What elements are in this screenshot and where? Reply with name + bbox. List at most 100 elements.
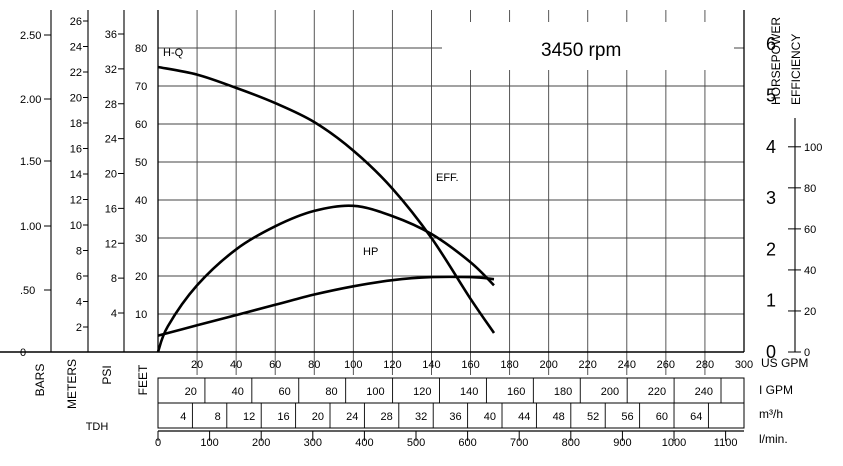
- series-label-eff: EFF.: [436, 172, 459, 184]
- psi-tick-label: 32: [105, 64, 117, 76]
- bars-tick-label: 1.00: [20, 221, 41, 233]
- bars-axis-label: BARS: [33, 364, 47, 397]
- lmin-tick-label: 1000: [662, 437, 686, 449]
- igpm-axis-label: I GPM: [759, 383, 793, 397]
- m3h-tick-label: 8: [215, 411, 221, 423]
- x-axis-label: US GPM: [761, 356, 808, 370]
- efficiency-tick-label: 100: [804, 142, 822, 154]
- lmin-tick-label: 400: [355, 437, 373, 449]
- m3h-tick-label: 64: [690, 411, 702, 423]
- lmin-tick-label: 0: [155, 437, 161, 449]
- feet-tick-label: 30: [135, 233, 147, 245]
- us-gpm-tick-label: 160: [461, 359, 479, 371]
- lmin-tick-label: 200: [252, 437, 270, 449]
- horsepower-tick-label: 2: [766, 239, 776, 259]
- feet-tick-label: 50: [135, 157, 147, 169]
- meters-tick-label: 20: [70, 93, 82, 105]
- us-gpm-tick-label: 200: [539, 359, 557, 371]
- us-gpm-tick-label: 80: [308, 359, 320, 371]
- efficiency-curve: [157, 275, 495, 337]
- efficiency-tick-label: 80: [804, 183, 816, 195]
- efficiency-axis-label: EFFICIENCY: [789, 34, 803, 105]
- psi-tick-label: 4: [111, 308, 117, 320]
- m3h-tick-label: 16: [277, 411, 289, 423]
- m3h-tick-label: 56: [621, 411, 633, 423]
- igpm-tick-label: 180: [554, 386, 572, 398]
- us-gpm-tick-label: 260: [657, 359, 675, 371]
- psi-tick-label: 28: [105, 99, 117, 111]
- igpm-tick-label: 60: [279, 386, 291, 398]
- lmin-tick-label: 100: [200, 437, 218, 449]
- axes: [0, 10, 796, 432]
- m3h-tick-label: 28: [381, 411, 393, 423]
- igpm-tick-label: 100: [366, 386, 384, 398]
- series-label-hp: HP: [363, 246, 378, 258]
- m3h-tick-label: 20: [312, 411, 324, 423]
- meters-tick-label: 14: [70, 169, 82, 181]
- us-gpm-tick-label: 40: [230, 359, 242, 371]
- curves: [156, 65, 496, 353]
- horsepower-tick-label: 0: [766, 342, 776, 362]
- tdh-label: TDH: [86, 421, 109, 433]
- igpm-tick-label: 240: [695, 386, 713, 398]
- us-gpm-tick-label: 100: [344, 359, 362, 371]
- us-gpm-tick-label: 240: [618, 359, 636, 371]
- meters-tick-label: 18: [70, 118, 82, 130]
- bars-tick-label: 2.00: [20, 94, 41, 106]
- m3h-tick-label: 32: [415, 411, 427, 423]
- meters-tick-label: 12: [70, 195, 82, 207]
- psi-tick-label: 20: [105, 169, 117, 181]
- meters-axis-label: METERS: [65, 359, 79, 409]
- horsepower-axis-label: HORSEPOWER: [769, 17, 783, 105]
- lmin-tick-label: 900: [613, 437, 631, 449]
- meters-tick-label: 6: [76, 271, 82, 283]
- igpm-tick-label: 140: [460, 386, 478, 398]
- horsepower-tick-label: 4: [766, 137, 776, 157]
- horsepower-tick-label: 1: [766, 291, 776, 311]
- igpm-tick-label: 160: [507, 386, 525, 398]
- m3h-tick-label: 24: [346, 411, 358, 423]
- plot-grid: [158, 10, 744, 375]
- us-gpm-tick-label: 180: [500, 359, 518, 371]
- lmin-tick-label: 500: [407, 437, 425, 449]
- horsepower-tick-label: 6: [766, 34, 776, 54]
- us-gpm-tick-label: 120: [383, 359, 401, 371]
- m3h-tick-label: 52: [587, 411, 599, 423]
- title-backdrop: [442, 22, 734, 70]
- psi-tick-label: 12: [105, 238, 117, 250]
- series-label-h-q: H-Q: [163, 47, 184, 59]
- feet-tick-label: 40: [135, 195, 147, 207]
- m3h-tick-label: 48: [553, 411, 565, 423]
- m3h-tick-label: 60: [656, 411, 668, 423]
- psi-tick-label: 16: [105, 203, 117, 215]
- feet-tick-label: 20: [135, 271, 147, 283]
- y-axis-label: FEET: [136, 364, 150, 395]
- feet-tick-label: 10: [135, 309, 147, 321]
- bars-tick-label: 2.50: [20, 30, 41, 42]
- us-gpm-tick-label: 20: [191, 359, 203, 371]
- psi-tick-label: 8: [111, 273, 117, 285]
- bars-tick-label: 0: [20, 347, 26, 359]
- meters-tick-label: 26: [70, 16, 82, 28]
- us-gpm-tick-label: 60: [269, 359, 281, 371]
- meters-tick-label: 16: [70, 144, 82, 156]
- igpm-tick-label: 80: [325, 386, 337, 398]
- lmin-tick-label: 700: [510, 437, 528, 449]
- psi-axis-label: PSI: [100, 365, 114, 384]
- psi-tick-label: 36: [105, 29, 117, 41]
- igpm-tick-label: 40: [232, 386, 244, 398]
- us-gpm-tick-label: 220: [579, 359, 597, 371]
- igpm-tick-label: 200: [601, 386, 619, 398]
- meters-tick-label: 22: [70, 67, 82, 79]
- hq-curve: [157, 65, 496, 334]
- psi-tick-label: 24: [105, 134, 117, 146]
- lmin-tick-label: 300: [304, 437, 322, 449]
- meters-tick-label: 24: [70, 42, 82, 54]
- m3h-axis-label: m³/h: [759, 407, 783, 421]
- efficiency-tick-label: 20: [804, 306, 816, 318]
- meters-tick-label: 2: [76, 322, 82, 334]
- lmin-axis-label: l/min.: [759, 432, 788, 446]
- m3h-tick-label: 4: [180, 411, 186, 423]
- horsepower-tick-label: 5: [766, 86, 776, 106]
